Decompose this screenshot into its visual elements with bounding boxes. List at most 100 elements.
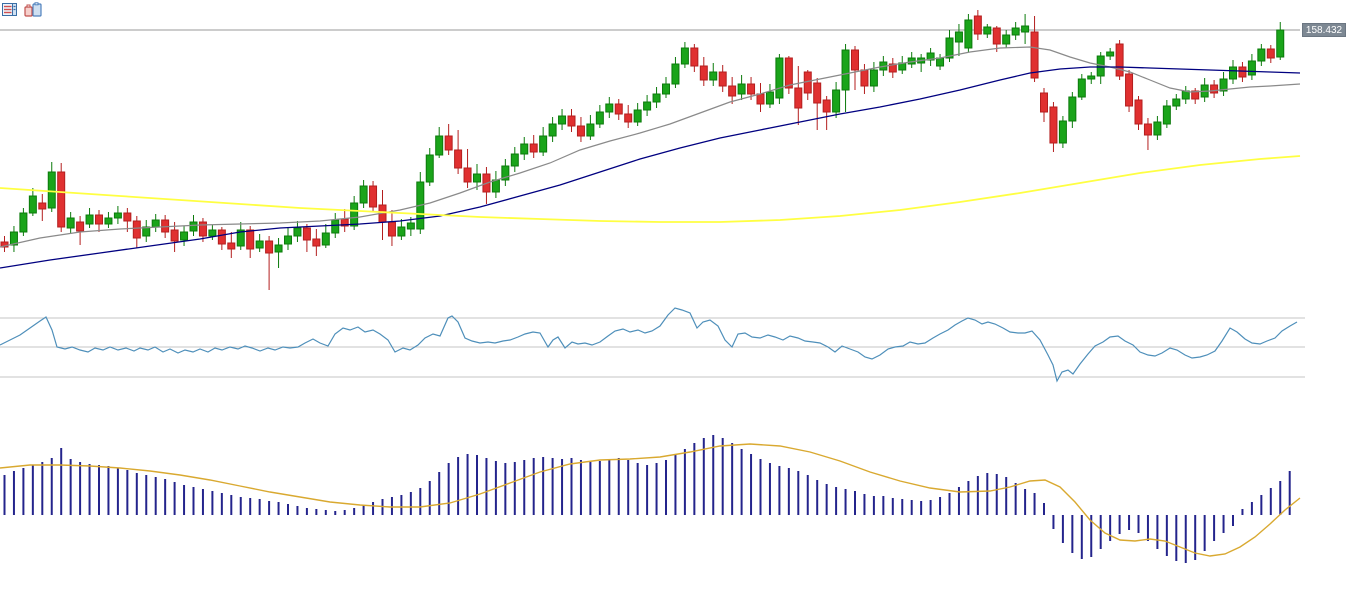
candle (170, 229, 179, 242)
candle (1125, 73, 1134, 107)
candle (756, 93, 765, 105)
candle (350, 202, 359, 227)
candle (813, 82, 822, 104)
candle (576, 125, 585, 137)
candle (945, 37, 954, 59)
candle (822, 99, 831, 113)
candle (1030, 31, 1039, 79)
candle (501, 165, 510, 181)
candle (57, 171, 66, 228)
candle (76, 221, 85, 232)
candle (387, 221, 396, 237)
candle (38, 202, 47, 210)
candle (359, 185, 368, 204)
candle (567, 115, 576, 127)
candle (1134, 99, 1143, 125)
candle (926, 52, 935, 61)
candle (246, 229, 255, 250)
candle (142, 226, 151, 237)
candle (331, 219, 340, 234)
candle (548, 123, 557, 137)
tile-windows-icon[interactable] (24, 2, 42, 18)
candle (227, 242, 236, 250)
candle (1238, 66, 1247, 78)
candle (95, 214, 103, 225)
candle (217, 229, 226, 245)
candle (832, 89, 841, 113)
candle (397, 226, 406, 237)
candle (208, 229, 217, 237)
candle (85, 214, 94, 225)
candle (274, 244, 283, 253)
candle (9, 231, 18, 246)
candle (992, 27, 1001, 45)
candle (690, 47, 699, 67)
ma-yellow (0, 155, 1301, 223)
candle (302, 227, 311, 241)
candle (1162, 105, 1171, 125)
candle (19, 212, 28, 233)
candle (161, 219, 170, 233)
candle (406, 222, 415, 230)
candle (794, 87, 803, 109)
candle (765, 91, 774, 105)
oscillator-gridlines (0, 317, 1305, 378)
candle (964, 19, 973, 49)
candle (586, 123, 595, 137)
candle (595, 111, 604, 125)
candle (444, 135, 453, 151)
candle (1077, 78, 1086, 98)
candle (1143, 123, 1152, 136)
candle (28, 195, 37, 214)
candle (936, 57, 945, 67)
candle (558, 115, 567, 125)
candle (671, 63, 680, 85)
candle (180, 231, 189, 241)
candle (643, 101, 652, 111)
candle (151, 219, 160, 228)
candle (293, 227, 302, 237)
candle (66, 217, 75, 229)
candle (841, 49, 850, 91)
candle (1219, 78, 1228, 92)
candle (699, 65, 708, 81)
candle (728, 85, 737, 97)
candle (1172, 98, 1181, 107)
candle (1002, 34, 1011, 45)
candle (662, 83, 670, 95)
candle (113, 212, 122, 219)
candle (284, 235, 292, 245)
candle (983, 26, 992, 35)
candle (888, 63, 897, 73)
candle (321, 232, 330, 246)
candle (529, 143, 538, 153)
candle (491, 179, 500, 193)
candle (973, 15, 982, 35)
candle (614, 103, 623, 115)
candle (633, 109, 642, 123)
candle (718, 71, 727, 87)
candle (539, 135, 548, 153)
candle (869, 69, 878, 87)
candle (1191, 90, 1200, 100)
candle (954, 31, 963, 43)
last-price-badge: 158.432 (1302, 23, 1346, 37)
candle (624, 113, 633, 123)
data-window-icon[interactable] (2, 2, 18, 18)
candle (1011, 27, 1020, 36)
candle (47, 171, 56, 209)
candle (1021, 25, 1030, 33)
candle (435, 135, 444, 156)
candle (369, 185, 378, 208)
candle (265, 240, 274, 254)
candle (1153, 121, 1162, 136)
candle (1040, 92, 1048, 113)
candle (255, 240, 264, 249)
candle (189, 221, 198, 232)
candle (709, 71, 718, 81)
ma-gray (0, 46, 1301, 248)
candle (312, 238, 321, 247)
oscillator-line (0, 307, 1298, 383)
candle (1068, 96, 1077, 122)
